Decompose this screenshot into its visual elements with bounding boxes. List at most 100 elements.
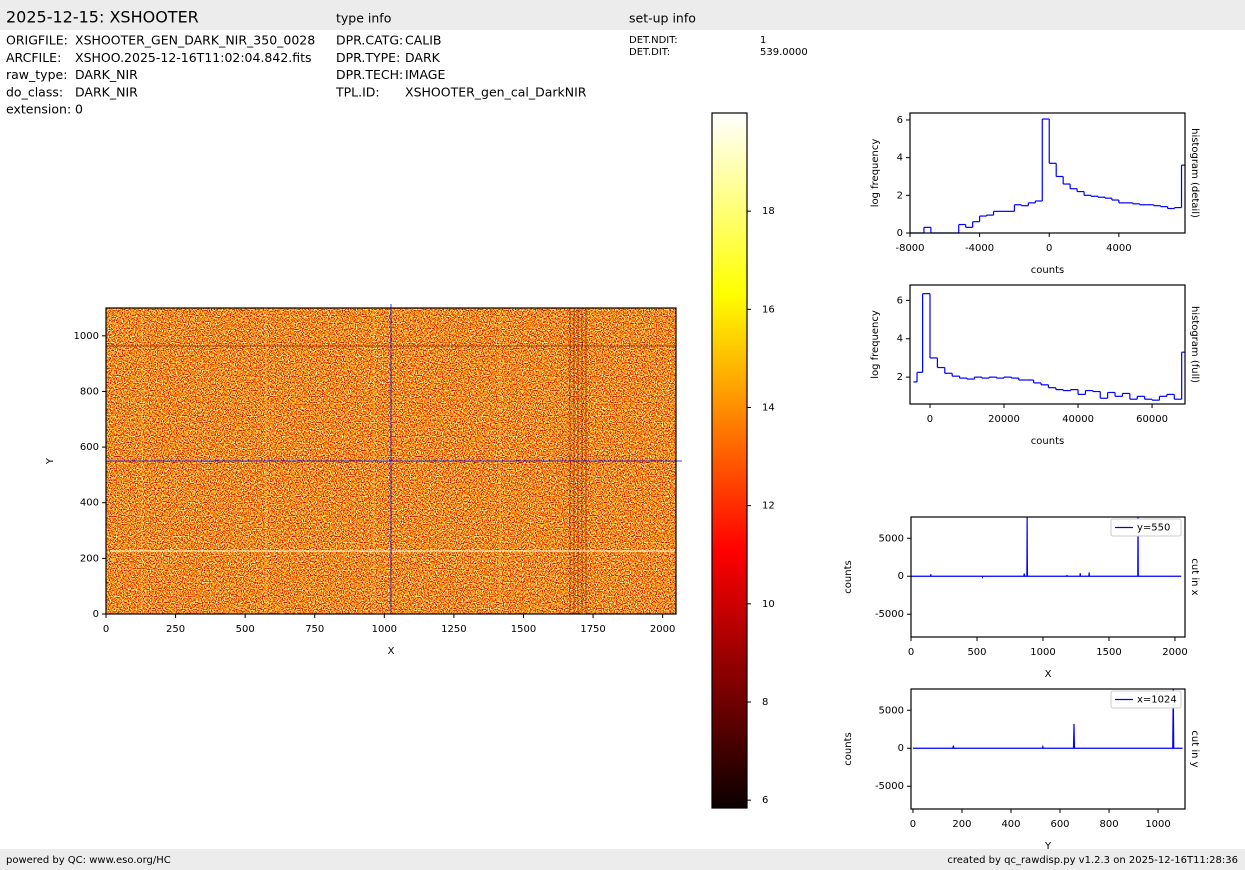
info-value: DARK_NIR [75, 67, 138, 82]
x-tick-label: 1000 [1145, 819, 1170, 830]
x-axis-label: X [1045, 669, 1052, 680]
data-line [911, 516, 1182, 579]
info-value: 539.0000 [760, 47, 808, 58]
x-tick-label: 60000 [1136, 414, 1168, 425]
info-key: DPR.TYPE: [336, 50, 400, 65]
info-value: 1 [760, 35, 766, 46]
page-title: 2025-12-15: XSHOOTER [6, 8, 199, 27]
x-tick-label: 2000 [1162, 647, 1187, 658]
colorbar-tick-label: 12 [762, 501, 775, 512]
axes-frame [910, 688, 1186, 810]
axes-frame [910, 516, 1186, 638]
y-tick-label: 400 [80, 498, 99, 509]
x-tick-label: 1000 [1030, 647, 1055, 658]
x-tick-label: 4000 [1106, 243, 1131, 254]
x-tick-label: 0 [1046, 243, 1052, 254]
x-tick-label: 400 [1001, 819, 1020, 830]
colorbar-tick-label: 14 [762, 402, 775, 413]
y-tick-label: 0 [898, 571, 904, 582]
side-label: histogram (full) [1189, 306, 1200, 383]
info-key: raw_type: [6, 67, 67, 82]
legend-label: x=1024 [1137, 695, 1177, 706]
x-tick-label: 2000 [650, 624, 675, 635]
info-key: do_class: [6, 84, 63, 99]
y-tick-label: -5000 [875, 781, 904, 792]
info-key: extension: [6, 102, 71, 117]
y-axis-label: counts [843, 732, 854, 765]
y-tick-label: 0 [898, 743, 904, 754]
x-tick-label: 1500 [511, 624, 536, 635]
legend-box [1110, 690, 1182, 709]
x-axis-label: counts [1031, 265, 1064, 276]
x-axis-label: counts [1031, 436, 1064, 447]
colorbar-tick-label: 8 [762, 697, 768, 708]
y-tick-label: 5000 [879, 705, 904, 716]
x-tick-label: 250 [166, 624, 185, 635]
x-axis-label: Y [1044, 841, 1052, 852]
x-tick-label: 1250 [441, 624, 466, 635]
side-label: cut in x [1189, 558, 1200, 595]
y-tick-label: 4 [897, 334, 903, 345]
x-tick-label: 500 [967, 647, 986, 658]
axes-frame [909, 112, 1186, 234]
info-key: ARCFILE: [6, 50, 61, 65]
x-tick-label: 0 [927, 414, 933, 425]
x-tick-label: 1750 [580, 624, 605, 635]
info-key: DET.DIT: [629, 47, 670, 58]
colorbar-tick-label: 10 [762, 599, 775, 610]
x-tick-label: 750 [305, 624, 324, 635]
info-key: DET.NDIT: [629, 35, 678, 46]
footer-text: powered by QC: www.eso.org/HC [6, 855, 171, 866]
x-tick-label: -8000 [895, 243, 924, 254]
section-title: type info [336, 11, 391, 26]
axes-frame [105, 307, 677, 615]
axes-frame [909, 284, 1186, 405]
x-axis-label: X [388, 646, 395, 657]
y-tick-label: -5000 [875, 609, 904, 620]
y-axis-label: counts [843, 560, 854, 593]
y-axis-label: Y [45, 457, 56, 465]
side-label: histogram (detail) [1189, 128, 1200, 218]
info-key: TPL.ID: [335, 84, 380, 99]
header-bar [0, 0, 1245, 30]
y-tick-label: 0 [897, 228, 903, 239]
x-tick-label: -4000 [965, 243, 994, 254]
x-tick-label: 0 [910, 819, 916, 830]
y-tick-label: 200 [80, 553, 99, 564]
y-tick-label: 6 [897, 115, 903, 126]
side-label: cut in y [1189, 730, 1200, 767]
info-value: DARK [405, 50, 441, 65]
x-tick-label: 0 [103, 624, 109, 635]
colorbar-tick-label: 16 [762, 304, 775, 315]
info-value: XSHOO.2025-12-16T11:02:04.842.fits [75, 50, 312, 65]
x-tick-label: 200 [952, 819, 971, 830]
info-value: DARK_NIR [75, 84, 138, 99]
y-axis-label: log frequency [870, 310, 881, 379]
x-tick-label: 600 [1050, 819, 1069, 830]
info-value: XSHOOTER_GEN_DARK_NIR_350_0028 [75, 33, 315, 48]
colorbar-tick-label: 6 [762, 795, 768, 806]
colorbar-tick-label: 18 [762, 206, 775, 217]
legend-box [1110, 518, 1182, 537]
info-value: 0 [75, 102, 83, 117]
info-value: IMAGE [405, 67, 445, 82]
y-tick-label: 6 [897, 295, 903, 306]
y-tick-label: 0 [93, 609, 99, 620]
x-tick-label: 0 [908, 647, 914, 658]
y-tick-label: 800 [80, 386, 99, 397]
info-key: DPR.TECH: [336, 67, 403, 82]
y-tick-label: 600 [80, 442, 99, 453]
info-key: DPR.CATG: [336, 33, 403, 48]
y-tick-label: 2 [897, 190, 903, 201]
y-tick-label: 2 [897, 372, 903, 383]
x-tick-label: 1000 [372, 624, 397, 635]
x-tick-label: 800 [1099, 819, 1118, 830]
x-tick-label: 20000 [988, 414, 1020, 425]
legend-label: y=550 [1137, 523, 1170, 534]
info-key: ORIGFILE: [6, 33, 68, 48]
x-tick-label: 500 [236, 624, 255, 635]
y-tick-label: 1000 [74, 331, 99, 342]
footer-bar [0, 849, 1245, 870]
